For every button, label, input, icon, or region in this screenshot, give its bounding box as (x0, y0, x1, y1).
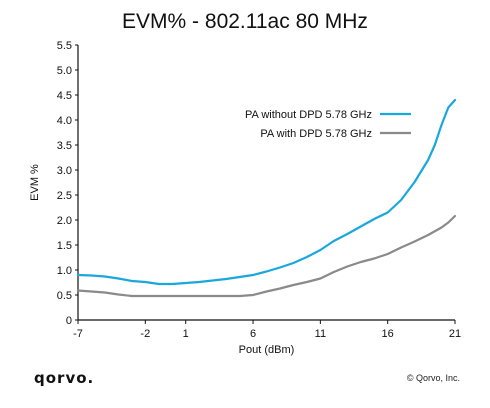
chart-title: EVM% - 802.11ac 80 MHz (122, 10, 368, 33)
x-tick-label: -2 (140, 328, 150, 340)
legend-label: PA without DPD 5.78 GHz (245, 109, 372, 121)
y-tick-label: 4.0 (57, 115, 72, 127)
x-tick-label: 21 (449, 328, 461, 340)
legend: PA without DPD 5.78 GHz PA with DPD 5.78 … (245, 109, 411, 140)
y-tick-label: 1.5 (57, 240, 72, 252)
x-tick-label: -7 (73, 328, 83, 340)
x-tick-label: 16 (382, 328, 394, 340)
x-tick-label: 6 (250, 328, 256, 340)
y-tick-label: 0 (66, 315, 72, 327)
y-tick-label: 0.5 (57, 290, 72, 302)
chart-axes (77, 45, 455, 321)
series-line-2 (76, 214, 457, 298)
y-axis-label: EVM % (29, 164, 41, 201)
y-tick-label: 1.0 (57, 265, 72, 277)
y-tick-label: 2.0 (57, 215, 72, 227)
x-tick-label: 1 (183, 328, 189, 340)
x-ticks: -7 -2 1 6 11 16 21 (73, 320, 461, 340)
x-axis-label: Pout (dBm) (239, 344, 295, 356)
series-layer (76, 98, 457, 298)
legend-label: PA with DPD 5.78 GHz (260, 128, 372, 140)
y-tick-label: 5.0 (57, 65, 72, 77)
y-ticks: 0 0.5 1.0 1.5 2.0 2.5 3.0 3.5 4.0 4.5 5.0 5.5 (57, 40, 78, 327)
y-tick-label: 3.0 (57, 165, 72, 177)
y-tick-label: 3.5 (57, 140, 72, 152)
x-tick-label: 11 (315, 328, 326, 340)
qorvo-logo: qorvo. (34, 369, 95, 387)
y-tick-label: 2.5 (57, 190, 72, 202)
y-tick-label: 4.5 (57, 90, 72, 102)
y-tick-label: 5.5 (57, 40, 72, 52)
series-line-1 (76, 98, 457, 286)
copyright-text: © Qorvo, Inc. (406, 373, 460, 383)
